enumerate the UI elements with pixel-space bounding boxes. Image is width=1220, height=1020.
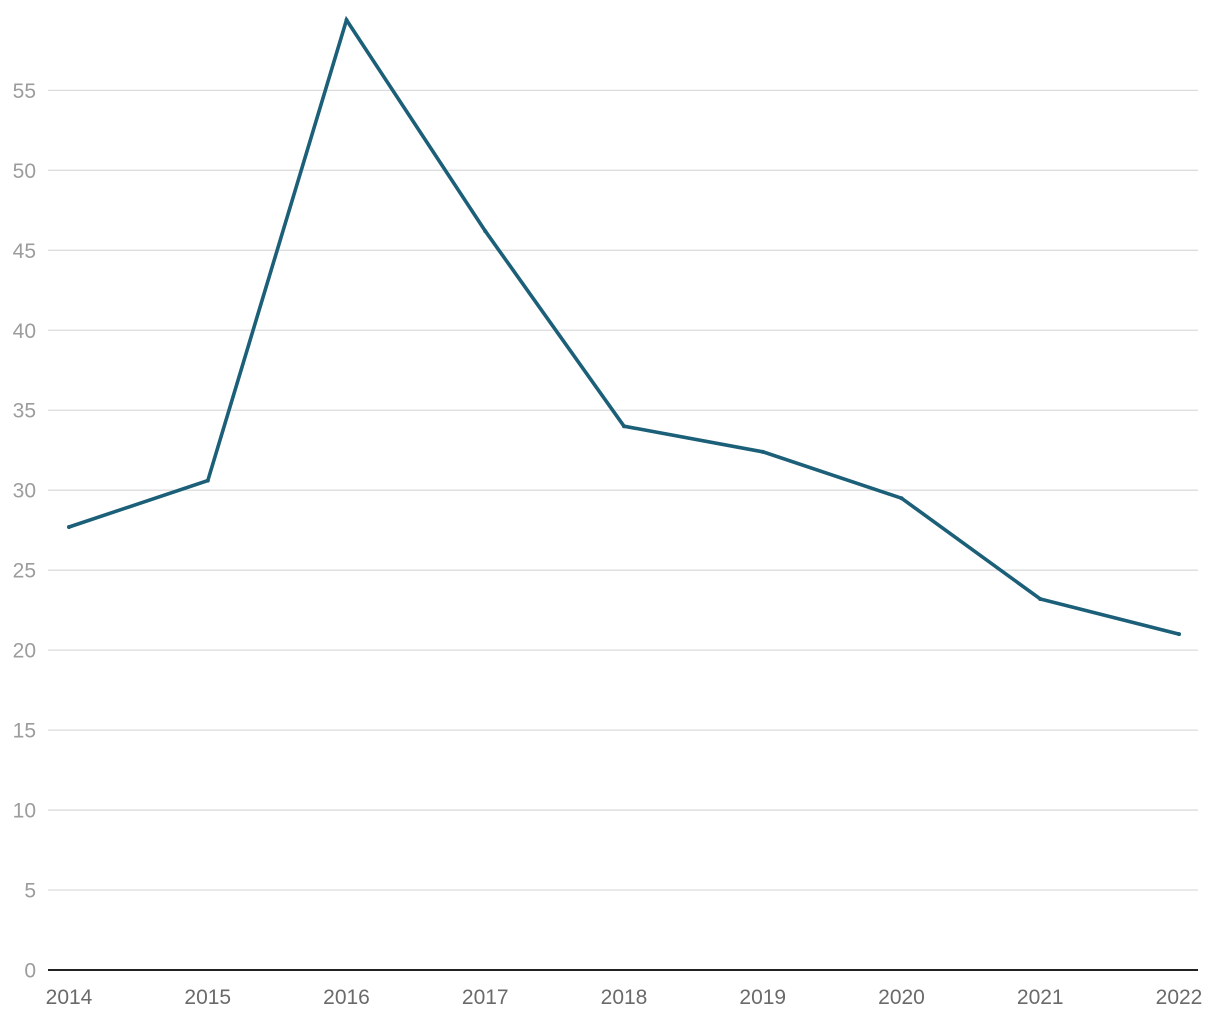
y-tick-label: 10 <box>13 800 36 823</box>
x-tick-label: 2022 <box>1156 986 1203 1009</box>
y-tick-label: 40 <box>13 320 36 343</box>
y-tick-label: 30 <box>13 480 36 503</box>
data-point <box>622 424 626 429</box>
y-tick-label: 35 <box>13 400 36 423</box>
y-axis: 0 5 10 15 20 25 30 35 40 45 50 55 <box>13 80 36 983</box>
y-tick-label: 55 <box>13 80 36 103</box>
x-tick-label: 2019 <box>739 986 786 1009</box>
data-point <box>1177 632 1181 637</box>
x-tick-label: 2016 <box>323 986 370 1009</box>
series-group <box>67 15 1181 637</box>
y-tick-label: 5 <box>24 880 36 903</box>
x-tick-label: 2015 <box>184 986 231 1009</box>
data-point <box>899 496 904 501</box>
x-tick-label: 2021 <box>1017 986 1064 1009</box>
y-tick-label: 45 <box>13 240 36 263</box>
y-tick-label: 0 <box>24 960 36 983</box>
gridlines <box>48 89 1198 891</box>
y-tick-label: 50 <box>13 160 36 183</box>
x-tick-label: 2020 <box>878 986 925 1009</box>
x-axis: 2014 2015 2016 2017 2018 2019 2020 2021 2022 <box>46 969 1203 1009</box>
y-tick-label: 25 <box>13 560 36 583</box>
y-tick-label: 15 <box>13 720 36 743</box>
series-line-0 <box>67 15 1181 636</box>
data-point <box>1038 596 1043 601</box>
y-tick-label: 20 <box>13 640 36 663</box>
data-point <box>760 449 765 454</box>
data-point <box>344 18 349 22</box>
data-point <box>205 478 210 483</box>
data-point <box>483 229 488 234</box>
x-tick-label: 2014 <box>46 986 93 1009</box>
x-tick-label: 2018 <box>601 986 648 1009</box>
data-point <box>67 524 71 529</box>
x-tick-label: 2017 <box>462 986 509 1009</box>
